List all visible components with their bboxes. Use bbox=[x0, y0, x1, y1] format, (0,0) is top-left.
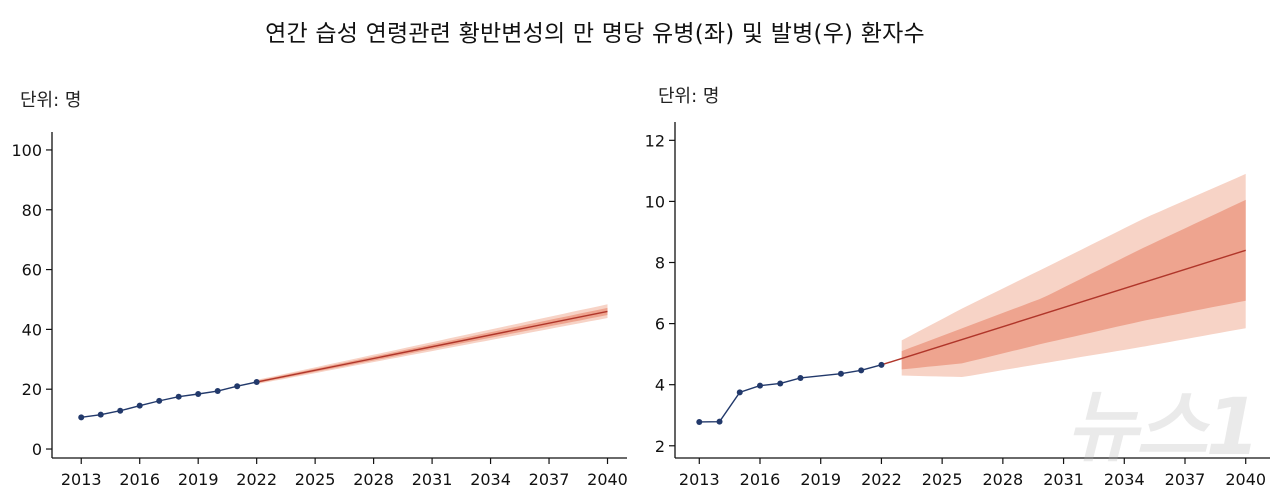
observed-point bbox=[97, 411, 104, 418]
observed-point bbox=[136, 402, 143, 409]
x-tick-label: 2016 bbox=[740, 470, 781, 489]
y-tick-label: 100 bbox=[11, 141, 42, 160]
observed-point bbox=[716, 418, 723, 425]
observed-point bbox=[696, 418, 703, 425]
y-tick-label: 20 bbox=[22, 380, 42, 399]
y-tick-label: 4 bbox=[655, 376, 665, 395]
observed-point bbox=[878, 361, 885, 368]
x-tick-label: 2019 bbox=[800, 470, 841, 489]
observed-point bbox=[214, 388, 221, 395]
x-tick-label: 2022 bbox=[861, 470, 902, 489]
observed-point bbox=[78, 414, 85, 421]
observed-line bbox=[81, 381, 257, 419]
observed-point bbox=[175, 393, 182, 400]
x-tick-label: 2040 bbox=[587, 470, 628, 489]
y-tick-label: 0 bbox=[32, 440, 42, 459]
x-tick-label: 2037 bbox=[529, 470, 570, 489]
y-tick-label: 8 bbox=[655, 254, 665, 273]
forecast-line bbox=[256, 310, 608, 383]
y-tick-label: 6 bbox=[655, 315, 665, 334]
x-tick-label: 2025 bbox=[922, 470, 963, 489]
x-tick-label: 2028 bbox=[353, 470, 394, 489]
y-tick-label: 40 bbox=[22, 320, 42, 339]
observed-point bbox=[156, 397, 163, 404]
observed-point bbox=[797, 374, 804, 381]
x-tick-label: 2031 bbox=[412, 470, 453, 489]
x-tick-label: 2013 bbox=[61, 470, 102, 489]
forecast-line bbox=[881, 249, 1246, 366]
observed-point bbox=[837, 370, 844, 377]
observed-point bbox=[195, 390, 202, 397]
observed-point bbox=[858, 367, 865, 374]
y-tick-label: 2 bbox=[655, 437, 665, 456]
y-tick-label: 60 bbox=[22, 261, 42, 280]
x-tick-label: 2040 bbox=[1225, 470, 1266, 489]
x-tick-label: 2034 bbox=[1104, 470, 1145, 489]
x-tick-label: 2013 bbox=[679, 470, 720, 489]
left-unit-label: 단위: 명 bbox=[20, 90, 82, 111]
x-tick-label: 2031 bbox=[1043, 470, 1084, 489]
observed-point bbox=[736, 389, 743, 396]
x-tick-label: 2016 bbox=[119, 470, 160, 489]
y-tick-label: 10 bbox=[645, 192, 665, 211]
figure-title: 연간 습성 연령관련 황반변성의 만 명당 유병(좌) 및 발병(우) 환자수 bbox=[265, 21, 925, 47]
forecast-band-inner bbox=[901, 199, 1246, 370]
x-tick-label: 2037 bbox=[1165, 470, 1206, 489]
x-tick-label: 2025 bbox=[295, 470, 336, 489]
y-tick-label: 12 bbox=[645, 131, 665, 150]
observed-point bbox=[757, 382, 763, 389]
x-tick-label: 2034 bbox=[470, 470, 511, 489]
news1-watermark: 뉴스1 bbox=[1066, 383, 1260, 473]
right-unit-label: 단위: 명 bbox=[658, 86, 720, 107]
x-tick-label: 2019 bbox=[178, 470, 219, 489]
x-tick-label: 2028 bbox=[982, 470, 1023, 489]
x-tick-label: 2022 bbox=[236, 470, 277, 489]
observed-point bbox=[253, 379, 260, 386]
observed-point bbox=[117, 407, 124, 414]
observed-point bbox=[777, 380, 784, 387]
observed-point bbox=[234, 383, 241, 390]
y-tick-label: 80 bbox=[22, 201, 42, 220]
observed-line bbox=[699, 364, 882, 423]
